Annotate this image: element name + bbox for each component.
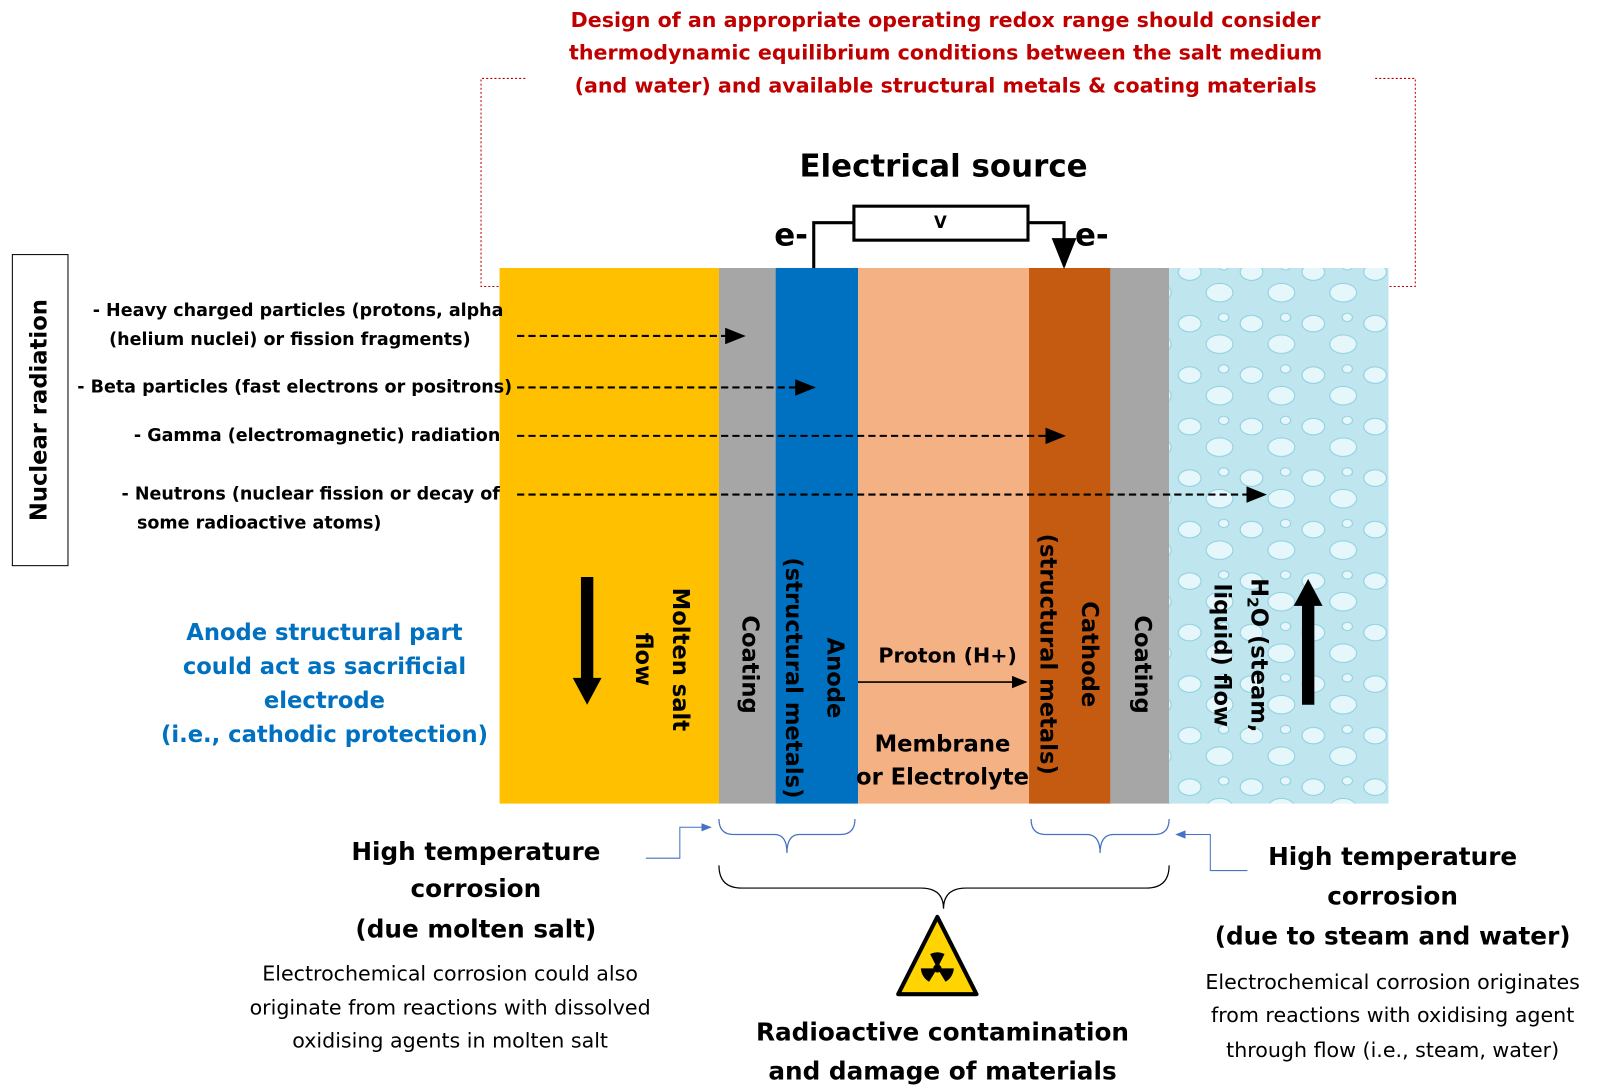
electron-label: e- (774, 218, 808, 254)
note-line: thermodynamic equilibrium conditions bet… (569, 41, 1322, 65)
connector (1176, 835, 1247, 871)
radiation-item: - Gamma (electromagnetic) radiation (134, 426, 500, 446)
left-corrosion: High temperature corrosion (due molten s… (250, 837, 651, 1052)
coating-label: Coating (1129, 615, 1155, 713)
radiation-item: - Beta particles (fast electrons or posi… (77, 377, 512, 397)
corrosion-description: originate from reactions with dissolved (250, 996, 651, 1020)
radiation-item: - Heavy charged particles (protons, alph… (93, 301, 504, 321)
corrosion-description: Electrochemical corrosion could also (262, 962, 638, 986)
voltage-label: V (934, 213, 947, 232)
corrosion-title: High temperature (351, 837, 600, 866)
membrane-layer (858, 268, 1029, 804)
note-line: (i.e., cathodic protection) (161, 722, 488, 748)
label-line: liquid) flow (1209, 584, 1235, 727)
note-line: Design of an appropriate operating redox… (571, 8, 1322, 32)
membrane-label: or Electrolyte (856, 764, 1029, 790)
wire (814, 223, 854, 268)
radioactive-label: Radioactive contamination (756, 1017, 1129, 1046)
label-part: O (steam, (1246, 608, 1272, 733)
connector (646, 827, 711, 858)
water-layer (1169, 268, 1388, 804)
wire (1028, 223, 1064, 266)
note-line: Anode structural part (186, 620, 463, 646)
label-part: 2 (1244, 597, 1262, 608)
corrosion-description: through flow (i.e., steam, water) (1226, 1038, 1559, 1062)
coating-layer (719, 268, 776, 804)
label-line: (structural metals) (1035, 534, 1061, 775)
corrosion-description: oxidising agents in molten salt (292, 1029, 608, 1053)
note-line: could act as sacrificial (183, 654, 466, 680)
label-line: flow (630, 633, 656, 686)
coating-layer (1110, 268, 1169, 804)
corrosion-title: High temperature (1268, 842, 1517, 871)
brace (1031, 819, 1169, 853)
radiation-item: (helium nuclei) or fission fragments) (109, 330, 470, 350)
redox-connector (1112, 78, 1415, 286)
corrosion-description: from reactions with oxidising agent (1211, 1003, 1574, 1027)
brace (719, 819, 855, 853)
radiation-item: some radioactive atoms) (137, 513, 381, 533)
label-line: Molten salt (667, 588, 693, 732)
coating-label: Coating (736, 615, 762, 713)
radiation-item: - Neutrons (nuclear fission or decay of (122, 485, 501, 505)
electron-label: e- (1075, 218, 1109, 254)
diagram: Design of an appropriate operating redox… (0, 0, 1611, 1086)
braces (719, 819, 1169, 909)
proton-label: Proton (H+) (878, 643, 1017, 667)
radiation-sign (898, 917, 976, 994)
note-line: electrode (264, 688, 385, 714)
membrane-label: Membrane (875, 731, 1011, 757)
note-line: (and water) and available structural met… (575, 74, 1317, 98)
source-title: Electrical source (799, 149, 1087, 185)
corrosion-title: (due to steam and water) (1215, 922, 1571, 951)
page: Design of an appropriate operating redox… (0, 0, 1611, 1086)
corrosion-title: corrosion (411, 874, 542, 903)
redox-note: Design of an appropriate operating redox… (569, 8, 1322, 98)
corrosion-title: corrosion (1327, 881, 1458, 910)
corrosion-description: Electrochemical corrosion originates (1205, 970, 1579, 994)
label-line: Cathode (1076, 601, 1102, 707)
radiation-label: Nuclear radiation (27, 299, 53, 521)
label-line: Anode (822, 638, 848, 719)
anode-note: Anode structural part could act as sacri… (161, 620, 488, 748)
label-line: (structural metals) (781, 557, 807, 798)
right-corrosion: High temperature corrosion (due to steam… (1205, 842, 1579, 1062)
brace (719, 865, 1169, 908)
redox-connector (481, 78, 773, 286)
radiation-list: - Heavy charged particles (protons, alph… (77, 301, 512, 533)
label-part: H (1246, 578, 1272, 597)
radioactive-label: and damage of materials (768, 1056, 1116, 1085)
corrosion-title: (due molten salt) (355, 914, 596, 943)
